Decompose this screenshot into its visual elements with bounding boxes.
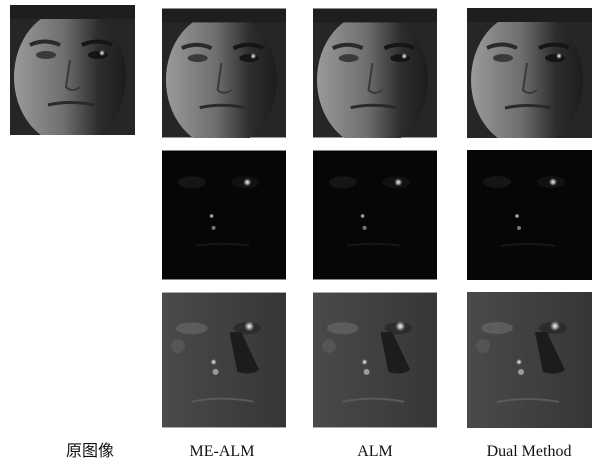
sparse-image <box>162 151 286 280</box>
error-image <box>467 292 592 428</box>
caption: ME-ALM <box>190 443 255 460</box>
error-image <box>162 293 286 428</box>
low-rank-image <box>467 8 592 148</box>
error-image <box>313 293 437 428</box>
caption: ALM <box>357 443 393 460</box>
low-rank-image <box>162 9 286 148</box>
caption: 原图像 <box>66 442 114 460</box>
low-rank-image <box>313 9 437 148</box>
caption: Dual Method <box>487 443 572 460</box>
sparse-image <box>313 151 437 280</box>
sparse-image <box>467 150 592 280</box>
original-image <box>10 5 135 145</box>
figure: 原图像 ME-ALM ALM Dual Method <box>0 0 601 464</box>
